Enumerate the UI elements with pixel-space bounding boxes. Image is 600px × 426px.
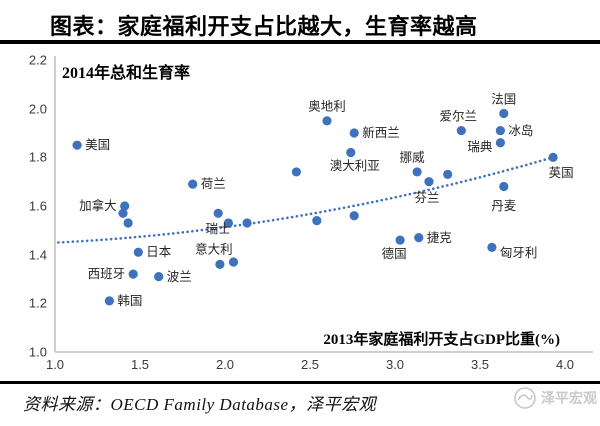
point-label: 匈牙利 <box>499 246 538 261</box>
point-label: 美国 <box>85 137 111 152</box>
scatter-point <box>133 247 143 257</box>
scatter-point <box>312 216 322 226</box>
scatter-point <box>128 269 138 279</box>
scatter-point <box>322 116 332 126</box>
scatter-point <box>412 167 422 177</box>
x-tick-label: 2.5 <box>300 357 320 372</box>
scatter-point <box>154 271 164 282</box>
point-label: 爱尔兰 <box>439 109 478 124</box>
chart-title: 图表：家庭福利开支占比越大，生育率越高 <box>50 14 478 39</box>
point-label: 德国 <box>381 247 407 262</box>
y-tick-label: 1.6 <box>28 198 47 214</box>
x-tick-label: 1.5 <box>130 357 150 372</box>
point-label: 日本 <box>146 244 172 259</box>
source-text: 资料来源：OECD Family Database，泽平宏观 <box>23 395 377 414</box>
point-label: 澳大利亚 <box>329 159 380 174</box>
y-tick-label: 1.2 <box>28 295 47 311</box>
x-tick-label: 3.0 <box>385 357 405 372</box>
scatter-points-layer <box>72 108 558 306</box>
scatter-point <box>495 125 505 136</box>
scatter-point <box>499 181 509 192</box>
point-label: 英国 <box>548 166 574 181</box>
scatter-point <box>228 257 239 267</box>
scatter-point <box>215 259 225 269</box>
point-label: 芬兰 <box>414 190 440 205</box>
x-tick-label: 4.0 <box>555 357 575 372</box>
point-label: 加拿大 <box>79 198 117 213</box>
scatter-point <box>104 296 114 306</box>
scatter-point <box>291 167 301 177</box>
x-axis-title: 2013年家庭福利开支占GDP比重(%) <box>323 332 560 348</box>
scatter-point <box>242 218 252 228</box>
y-tick-label: 1.4 <box>28 247 47 263</box>
point-label: 意大利 <box>195 242 233 257</box>
point-label: 冰岛 <box>508 123 534 138</box>
y-tick-label: 2.0 <box>28 101 47 117</box>
point-label: 韩国 <box>117 293 143 308</box>
scatter-point <box>349 128 359 138</box>
scatter-point <box>487 242 497 252</box>
scatter-point <box>188 179 198 189</box>
watermark: 泽平宏观 <box>513 386 597 410</box>
scatter-point <box>495 138 505 148</box>
point-label: 奥地利 <box>308 99 346 114</box>
y-tick-label: 1.8 <box>28 149 47 165</box>
trend-line <box>57 156 555 244</box>
scatter-point <box>395 235 405 245</box>
point-label: 挪威 <box>399 150 425 165</box>
point-label: 法国 <box>491 92 517 107</box>
scatter-point <box>346 147 356 158</box>
point-label: 丹麦 <box>491 198 517 213</box>
point-label: 瑞士 <box>205 222 231 237</box>
point-label: 瑞典 <box>467 139 493 154</box>
x-tick-label: 3.5 <box>470 357 490 372</box>
point-label: 荷兰 <box>200 176 226 191</box>
x-tick-label: 2.0 <box>215 357 235 372</box>
point-label: 捷克 <box>426 230 452 245</box>
y-axis-title: 2014年总和生育率 <box>62 65 191 82</box>
scatter-point <box>548 152 558 162</box>
scatter-point <box>72 140 82 150</box>
y-tick-label: 1.0 <box>28 344 47 360</box>
scatter-point <box>349 211 359 221</box>
scatter-point <box>223 218 233 228</box>
title-divider <box>0 40 600 44</box>
point-label: 西班牙 <box>87 266 126 281</box>
scatter-point <box>499 108 509 119</box>
y-tick-label: 2.2 <box>28 52 47 68</box>
scatter-point <box>443 169 453 179</box>
scatter-point <box>118 208 128 218</box>
scatter-point <box>414 233 424 243</box>
scatter-point <box>456 125 466 136</box>
point-label: 新西兰 <box>362 125 400 140</box>
footer-divider <box>0 381 600 384</box>
point-label: 波兰 <box>166 269 192 284</box>
watermark-text: 泽平宏观 <box>541 392 597 407</box>
scatter-point <box>213 208 223 218</box>
scatter-point <box>123 218 133 228</box>
x-tick-label: 1.0 <box>45 357 65 372</box>
brand-logo-icon <box>514 387 536 409</box>
scatter-point <box>120 201 130 211</box>
scatter-point <box>424 177 434 187</box>
